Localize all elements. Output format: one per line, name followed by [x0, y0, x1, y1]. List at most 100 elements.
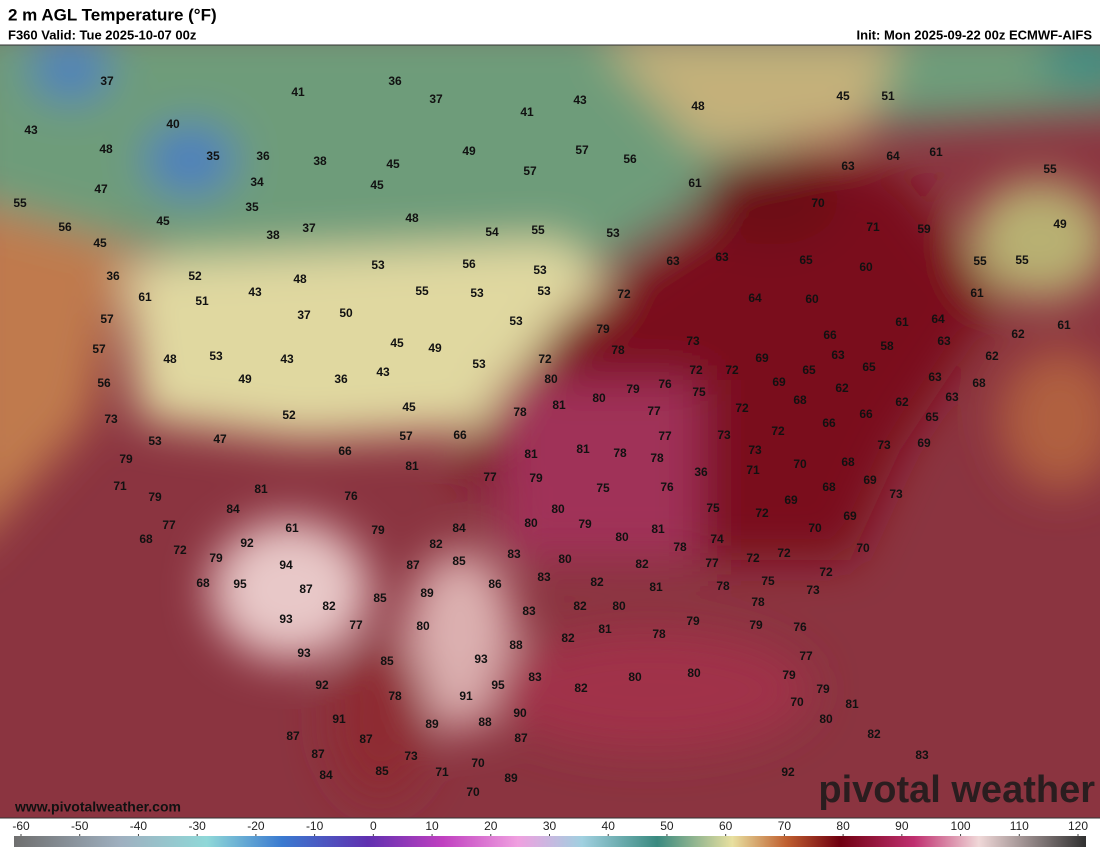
temperature-label: 78: [613, 446, 627, 460]
title: 2 m AGL Temperature (°F): [8, 5, 217, 24]
temperature-label: 55: [531, 223, 545, 237]
temperature-label: 58: [880, 339, 894, 353]
temperature-label: 74: [710, 532, 724, 546]
temperature-label: 80: [551, 502, 565, 516]
temperature-label: 72: [689, 363, 703, 377]
temperature-label: 82: [561, 631, 575, 645]
temperature-label: 35: [206, 149, 220, 163]
temperature-label: 72: [746, 551, 760, 565]
colorbar-tick-label: 90: [895, 819, 909, 833]
temperature-label: 78: [388, 689, 402, 703]
temperature-label: 60: [859, 260, 873, 274]
temperature-label: 70: [466, 785, 480, 799]
temperature-label: 36: [388, 74, 402, 88]
temperature-label: 86: [488, 577, 502, 591]
colorbar: [14, 836, 1086, 847]
temperature-label: 78: [650, 451, 664, 465]
temperature-label: 81: [649, 580, 663, 594]
temperature-label: 53: [606, 226, 620, 240]
temperature-label: 79: [209, 551, 223, 565]
temperature-label: 81: [651, 522, 665, 536]
temperature-label: 80: [628, 670, 642, 684]
temperature-label: 64: [931, 312, 945, 326]
colorbar-tick-label: -30: [188, 819, 206, 833]
temperature-label: 63: [831, 348, 845, 362]
temperature-label: 62: [835, 381, 849, 395]
temperature-label: 88: [478, 715, 492, 729]
temperature-label: 78: [673, 540, 687, 554]
temperature-label: 70: [790, 695, 804, 709]
temperature-label: 68: [972, 376, 986, 390]
temperature-label: 75: [706, 501, 720, 515]
temperature-label: 45: [370, 178, 384, 192]
temperature-label: 54: [485, 225, 499, 239]
temperature-label: 56: [97, 376, 111, 390]
temperature-label: 51: [881, 89, 895, 103]
temperature-label: 65: [799, 253, 813, 267]
temperature-label: 70: [808, 521, 822, 535]
temperature-label: 79: [578, 517, 592, 531]
temperature-label: 72: [819, 565, 833, 579]
temperature-label: 84: [226, 502, 240, 516]
temperature-label: 45: [93, 236, 107, 250]
temperature-label: 61: [688, 176, 702, 190]
temperature-label: 71: [113, 479, 127, 493]
temperature-label: 81: [405, 459, 419, 473]
temperature-label: 94: [279, 558, 293, 572]
temperature-label: 92: [240, 536, 254, 550]
temperature-label: 75: [761, 574, 775, 588]
temperature-label: 48: [163, 352, 177, 366]
temperature-label: 76: [344, 489, 358, 503]
temperature-label: 80: [592, 391, 606, 405]
temperature-label: 72: [725, 363, 739, 377]
temperature-label: 93: [279, 612, 293, 626]
temperature-label: 63: [945, 390, 959, 404]
temperature-label: 91: [459, 689, 473, 703]
temperature-label: 69: [784, 493, 798, 507]
temperature-label: 83: [528, 670, 542, 684]
temperature-field: [0, 45, 1100, 818]
temperature-label: 78: [751, 595, 765, 609]
temperature-label: 92: [781, 765, 795, 779]
temperature-label: 48: [691, 99, 705, 113]
temperature-label: 48: [99, 142, 113, 156]
temperature-label: 68: [139, 532, 153, 546]
temperature-label: 38: [266, 228, 280, 242]
temperature-label: 82: [574, 681, 588, 695]
colorbar-tick-label: 120: [1068, 819, 1088, 833]
temperature-label: 56: [623, 152, 637, 166]
colorbar-tick-label: 100: [951, 819, 971, 833]
temperature-label: 69: [843, 509, 857, 523]
temperature-label: 77: [349, 618, 363, 632]
temperature-label: 73: [877, 438, 891, 452]
temperature-label: 57: [92, 342, 106, 356]
temperature-label: 78: [611, 343, 625, 357]
temperature-label: 73: [404, 749, 418, 763]
temperature-label: 79: [626, 382, 640, 396]
temperature-label: 43: [573, 93, 587, 107]
temperature-label: 80: [819, 712, 833, 726]
temperature-label: 56: [462, 257, 476, 271]
temperature-label: 91: [332, 712, 346, 726]
temperature-label: 63: [841, 159, 855, 173]
temperature-label: 81: [254, 482, 268, 496]
temperature-label: 43: [376, 365, 390, 379]
temperature-label: 79: [119, 452, 133, 466]
temperature-label: 56: [58, 220, 72, 234]
temperature-label: 95: [233, 577, 247, 591]
valid-time: F360 Valid: Tue 2025-10-07 00z: [8, 27, 197, 42]
temperature-label: 82: [590, 575, 604, 589]
temperature-label: 57: [575, 143, 589, 157]
temperature-label: 65: [925, 410, 939, 424]
temperature-label: 78: [716, 579, 730, 593]
temperature-label: 87: [359, 732, 373, 746]
temperature-label: 59: [917, 222, 931, 236]
temperature-label: 48: [293, 272, 307, 286]
temperature-label: 53: [472, 357, 486, 371]
temperature-label: 77: [705, 556, 719, 570]
temperature-label: 57: [100, 312, 114, 326]
temperature-label: 53: [209, 349, 223, 363]
temperature-label: 53: [470, 286, 484, 300]
temperature-label: 69: [917, 436, 931, 450]
